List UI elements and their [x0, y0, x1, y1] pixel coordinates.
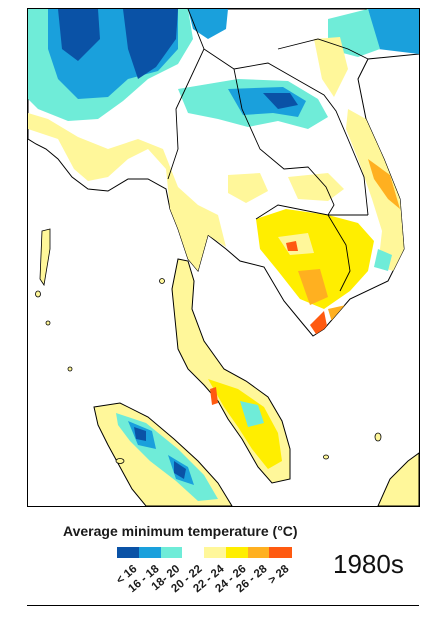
- legend-swatch: [117, 547, 140, 558]
- temperature-map: [27, 8, 420, 507]
- legend-color-bar: [117, 547, 292, 558]
- islands: [35, 228, 382, 464]
- sumatra: [93, 402, 233, 506]
- map-canvas: [28, 9, 419, 506]
- legend-label: > 28: [266, 563, 292, 587]
- bottom-divider: [27, 605, 419, 606]
- decade-label: 1980s: [333, 549, 404, 579]
- legend-swatch: [138, 547, 161, 558]
- borneo-edge: [377, 452, 419, 506]
- legend-swatch: [247, 547, 270, 558]
- legend-swatch: [182, 547, 205, 558]
- legend-title: Average minimum temperature (°C): [63, 523, 298, 539]
- legend-swatch: [225, 547, 248, 558]
- legend-swatch: [160, 547, 183, 558]
- malay-peninsula: [171, 258, 291, 484]
- legend-swatch: [269, 547, 292, 558]
- legend-swatch: [204, 547, 227, 558]
- mainland-north: [28, 9, 419, 337]
